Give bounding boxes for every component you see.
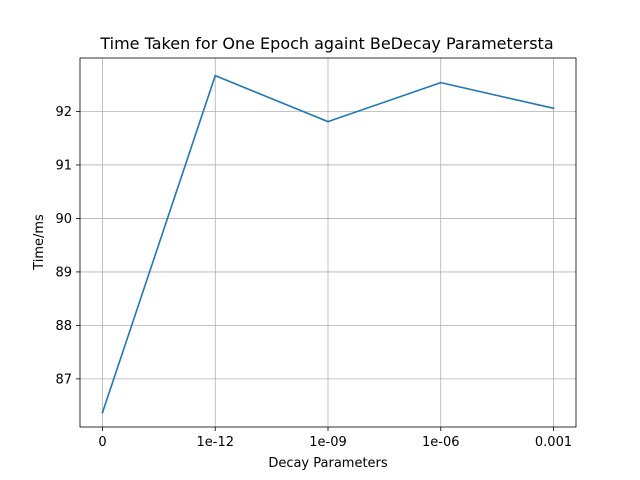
data-point <box>214 74 217 77</box>
y-tick-label: 91 <box>55 158 72 173</box>
data-point <box>439 81 442 84</box>
x-axis-label: Decay Parameters <box>268 456 388 471</box>
axis-ticks: 0 1e-12 1e-09 1e-06 0.001 87 88 89 90 91 92 <box>55 105 572 450</box>
series-layer <box>101 74 555 414</box>
y-tick-label: 90 <box>55 212 72 227</box>
x-tick-label: 0 <box>98 435 106 450</box>
x-tick-label: 1e-12 <box>196 435 234 450</box>
x-tick-label: 0.001 <box>535 435 572 450</box>
data-point <box>101 411 104 414</box>
x-tick-label: 1e-09 <box>309 435 347 450</box>
data-point <box>552 107 555 110</box>
y-tick-label: 89 <box>55 265 72 280</box>
x-tick-label: 1e-06 <box>422 435 460 450</box>
grid-lines <box>80 58 576 427</box>
y-tick-label: 92 <box>55 105 72 120</box>
y-tick-label: 87 <box>55 372 72 387</box>
y-axis-label: Time/ms <box>32 214 47 271</box>
chart-title: Time Taken for One Epoch againt BeDecay … <box>99 34 553 53</box>
data-point <box>327 120 329 123</box>
y-tick-label: 88 <box>55 319 72 334</box>
